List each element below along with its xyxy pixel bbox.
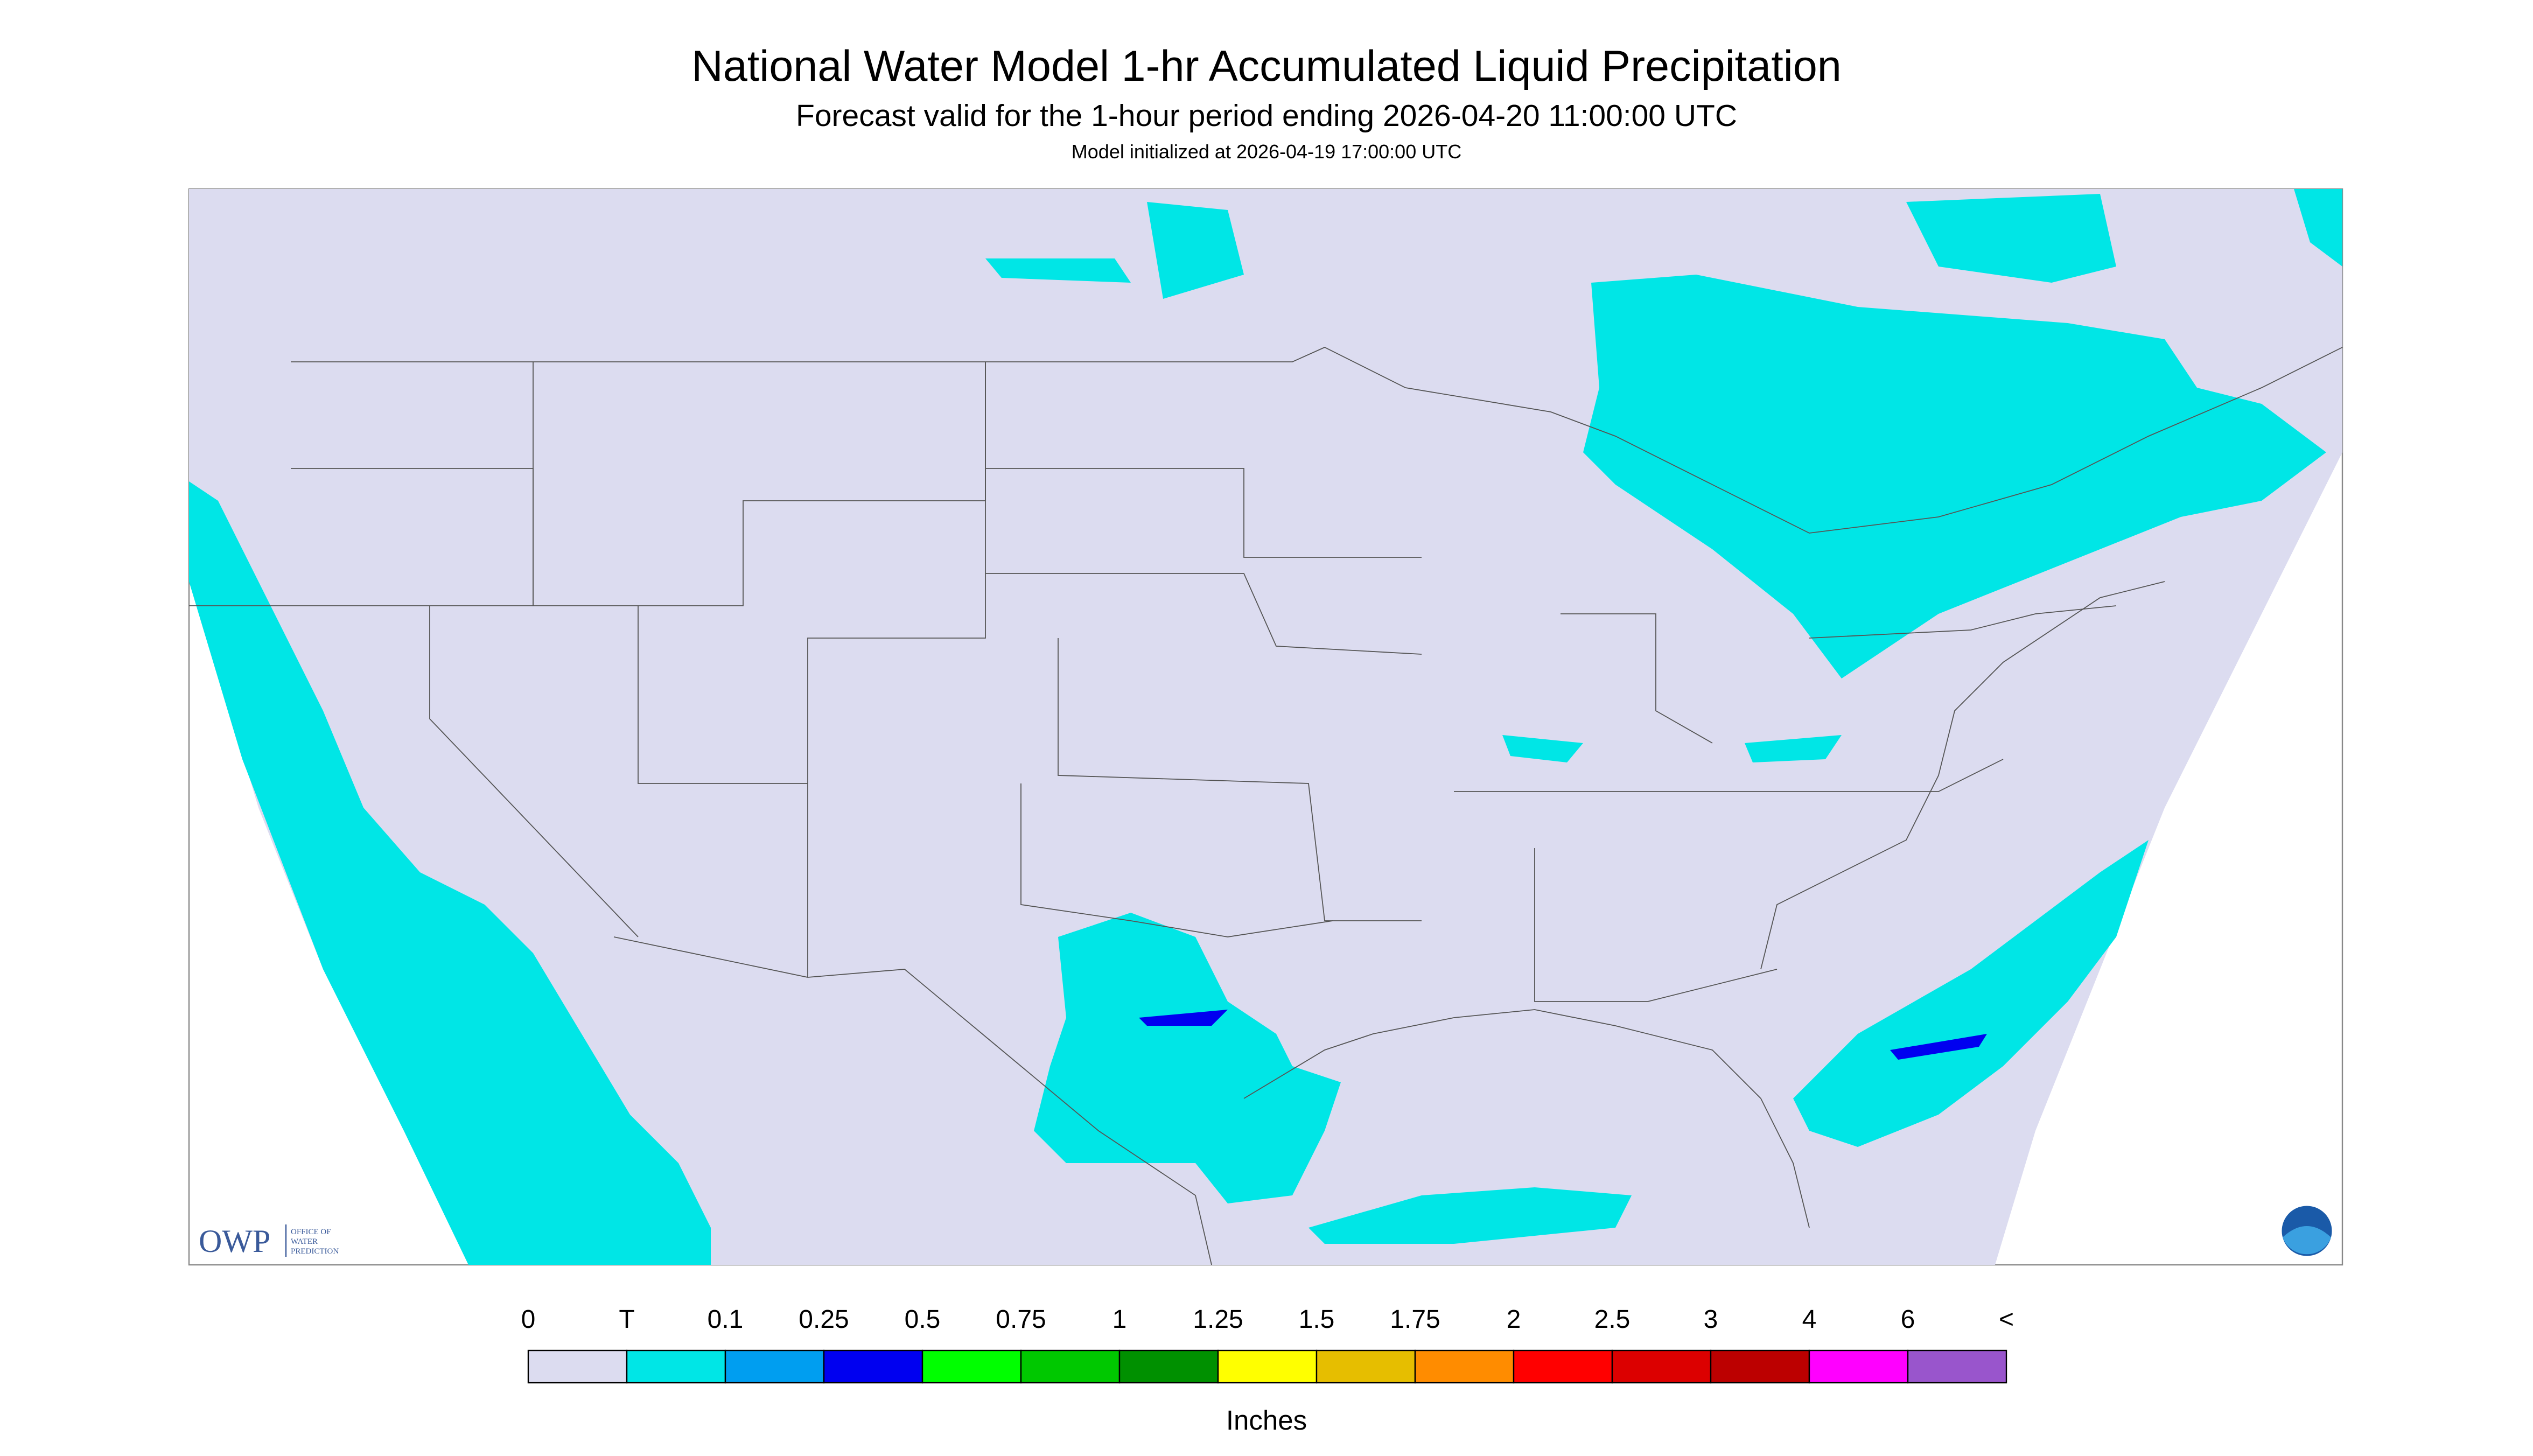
title: National Water Model 1-hr Accumulated Li… bbox=[691, 42, 1842, 90]
legend-label: 2 bbox=[1507, 1305, 1521, 1334]
legend-swatch bbox=[1118, 1349, 1219, 1384]
legend-swatch bbox=[1020, 1349, 1121, 1384]
precip-areas bbox=[189, 189, 2342, 1265]
legend-swatch bbox=[724, 1349, 825, 1384]
legend-label: 2.5 bbox=[1594, 1305, 1631, 1334]
legend-label: 1.75 bbox=[1390, 1305, 1440, 1334]
legend-label: 1.5 bbox=[1299, 1305, 1335, 1334]
legend-label: 1 bbox=[1112, 1305, 1127, 1334]
legend: Inches 0 T 0.1 0.25 0.5 0.75 1 1.25 1.5 1.75 2 2.5 3… bbox=[521, 1305, 2014, 1436]
legend-swatch bbox=[527, 1349, 628, 1384]
legend-label: 0 bbox=[521, 1305, 536, 1334]
legend-swatch bbox=[1611, 1349, 1712, 1384]
logo-text: PREDICTION bbox=[291, 1247, 339, 1256]
legend-swatch bbox=[1316, 1349, 1416, 1384]
logo-text: WATER bbox=[291, 1237, 318, 1246]
init-note: Model initialized at 2026-04-19 17:00:00… bbox=[1072, 141, 1461, 163]
legend-label: 3 bbox=[1704, 1305, 1718, 1334]
noaa-logo bbox=[2280, 1204, 2334, 1258]
owp-logo: OWP OFFICE OF WATER PREDICTION bbox=[199, 1223, 339, 1259]
legend-swatch bbox=[1710, 1349, 1810, 1384]
map: OWP OFFICE OF WATER PREDICTION bbox=[188, 188, 2343, 1266]
legend-label: 4 bbox=[1802, 1305, 1817, 1334]
legend-label: < bbox=[1999, 1305, 2014, 1334]
legend-swatch bbox=[921, 1349, 1022, 1384]
logo-name: OWP bbox=[199, 1223, 270, 1259]
legend-label: 0.75 bbox=[996, 1305, 1046, 1334]
legend-label: 0.1 bbox=[708, 1305, 744, 1334]
legend-swatch bbox=[1414, 1349, 1515, 1384]
subtitle: Forecast valid for the 1-hour period end… bbox=[796, 99, 1737, 133]
legend-swatch bbox=[1217, 1349, 1318, 1384]
legend-label: 6 bbox=[1901, 1305, 1915, 1334]
logo-text: OFFICE OF bbox=[291, 1228, 331, 1236]
legend-label: 1.25 bbox=[1193, 1305, 1243, 1334]
legend-label: 0.25 bbox=[799, 1305, 849, 1334]
legend-swatch bbox=[823, 1349, 923, 1384]
legend-unit: Inches bbox=[1226, 1405, 1307, 1436]
legend-swatch bbox=[1513, 1349, 1613, 1384]
legend-swatch bbox=[1808, 1349, 1909, 1384]
legend-label: 0.5 bbox=[905, 1305, 941, 1334]
legend-swatch bbox=[1907, 1349, 2007, 1384]
boundaries bbox=[189, 347, 2343, 1265]
legend-label: T bbox=[619, 1305, 634, 1334]
legend-swatch bbox=[626, 1349, 726, 1384]
